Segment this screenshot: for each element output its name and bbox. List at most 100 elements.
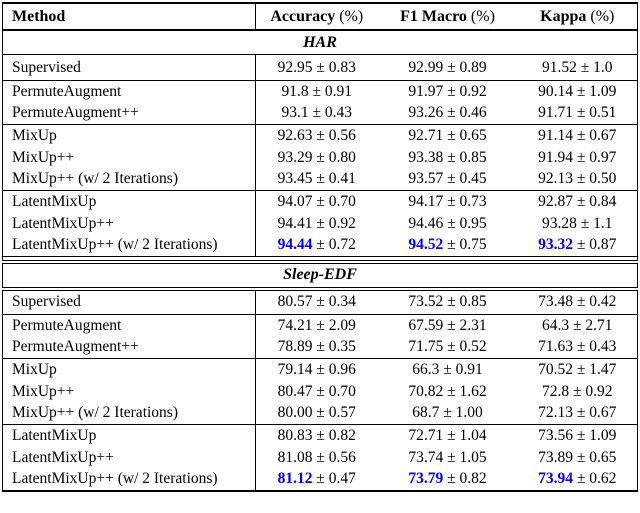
metric-cell-f1-macro: 92.71 ± 0.65 [378,125,518,147]
table-row: PermuteAugment++ 93.1 ± 0.43 93.26 ± 0.46 9… [2,102,638,125]
column-header-kappa: Kappa (%) [518,3,638,30]
metric-stddev: ± 0.85 [443,148,487,166]
metric-cell-accuracy: 80.47 ± 0.70 [256,381,378,403]
metric-stddev: ± 0.67 [572,404,617,422]
section-sleep-edf: Sleep-EDF [2,261,638,289]
metric-stddev: ± 0.75 [443,236,487,254]
metric-cell-f1-macro: 94.46 ± 0.95 [378,213,518,235]
metric-value: 92.99 [408,58,444,76]
metric-cell-accuracy: 80.00 ± 0.57 [256,403,378,425]
metric-stddev: ± 0.91 [439,360,483,378]
metric-value: 73.52 [408,293,444,311]
metric-value: 91.71 [538,104,573,122]
metric-stddev: ± 2.09 [312,316,356,334]
method-cell-mixup: MixUp [2,358,256,381]
metric-value: 94.41 [277,214,313,232]
metric-value: 72.71 [408,426,444,444]
method-cell-latentmixup: LatentMixUp [2,190,256,213]
table-row: MixUp 92.63 ± 0.56 92.71 ± 0.65 91.14 ± 0.6… [2,124,638,147]
metric-stddev: ± 0.73 [443,192,487,210]
metric-stddev: ± 0.50 [572,170,617,188]
metric-stddev: ± 0.91 [308,82,352,100]
table-row: LatentMixUp++ 94.41 ± 0.92 94.46 ± 0.95 93.… [2,212,638,235]
table-row: LatentMixUp++ (w/ 2 Iterations) 81.12 ± 0… [2,468,638,491]
metric-value: 92.95 [277,58,313,76]
metric-stddev: ± 0.56 [312,126,356,144]
metric-value: 93.1 [281,104,309,122]
metric-value: 93.45 [277,170,313,188]
metric-value-best: 81.12 [277,470,313,487]
metric-cell-f1-macro: 73.79 ± 0.82 [378,469,518,491]
metric-cell-kappa: 73.94 ± 0.62 [518,469,638,491]
metric-value: 70.52 [538,360,573,378]
metric-stddev: ± 2.31 [443,316,487,334]
method-cell-mixup: MixUp++ [2,380,256,403]
metric-stddev: ± 0.41 [312,170,356,188]
metric-cell-f1-macro: 94.52 ± 0.75 [378,235,518,257]
metric-stddev: ± 0.82 [312,426,356,444]
metric-stddev: ± 0.51 [572,104,617,122]
metric-cell-accuracy: 81.12 ± 0.47 [256,469,378,491]
method-group: LatentMixUp 80.83 ± 0.82 72.71 ± 1.04 73.56… [2,424,638,491]
method-cell-latentmixup: LatentMixUp++ [2,446,256,469]
metric-cell-kappa: 72.13 ± 0.67 [518,403,638,425]
method-group: MixUp 79.14 ± 0.96 66.3 ± 0.91 70.52 ± 1.47… [2,358,638,425]
method-cell-permuteaugment: PermuteAugment++ [2,336,256,359]
metric-value: 79.14 [277,360,313,378]
metric-cell-accuracy: 93.45 ± 0.41 [256,169,378,191]
metric-value: 80.57 [277,293,313,311]
metric-stddev: ± 0.96 [312,360,356,378]
metric-cell-accuracy: 80.83 ± 0.82 [256,425,378,447]
metric-value: 92.63 [277,126,313,144]
table-row: MixUp++ (w/ 2 Iterations) 80.00 ± 0.57 68.… [2,402,638,425]
metric-stddev: ± 1.00 [439,404,483,422]
metric-stddev: ± 0.46 [443,104,487,122]
metric-value: 92.13 [538,170,573,188]
metric-cell-kappa: 72.8 ± 0.92 [518,381,638,403]
section-title-har: HAR [303,33,337,51]
metric-stddev: ± 0.70 [312,382,356,400]
section-title-row: Sleep-EDF [3,262,638,289]
metric-cell-f1-macro: 71.75 ± 0.52 [378,337,518,359]
metric-value: 94.07 [277,192,313,210]
metric-stddev: ± 2.71 [569,316,613,334]
metric-stddev: ± 0.45 [443,170,487,188]
metric-stddev: ± 0.83 [312,58,356,76]
metric-cell-kappa: 93.28 ± 1.1 [518,213,638,235]
metric-cell-accuracy: 79.14 ± 0.96 [256,359,378,381]
metric-value-best: 73.94 [538,470,573,487]
metric-cell-f1-macro: 93.38 ± 0.85 [378,147,518,169]
method-group: PermuteAugment 74.21 ± 2.09 67.59 ± 2.31 64… [2,314,638,359]
method-cell-supervised: Supervised [2,54,256,81]
metric-stddev: ± 0.97 [572,148,617,166]
metric-value: 91.52 [541,58,577,76]
metric-stddev: ± 0.85 [443,293,487,311]
metric-cell-kappa: 90.14 ± 1.09 [518,81,638,103]
section-har: HAR [2,30,638,55]
metric-stddev: ± 0.92 [312,214,356,232]
metric-stddev: ± 0.72 [312,236,356,254]
column-header-accuracy-unit: (%) [339,7,364,25]
metric-stddev: ± 0.47 [312,470,356,487]
metric-value: 70.82 [408,382,444,400]
table-row: MixUp 79.14 ± 0.96 66.3 ± 0.91 70.52 ± 1.47 [2,358,638,381]
metric-value: 80.83 [277,426,313,444]
metric-stddev: ± 0.92 [569,382,613,400]
metric-value: 93.28 [541,214,577,232]
metric-stddev: ± 1.05 [443,448,487,466]
table-row: PermuteAugment 74.21 ± 2.09 67.59 ± 2.31 64… [2,314,638,337]
metric-cell-kappa: 73.89 ± 0.65 [518,447,638,469]
metric-value: 74.21 [277,316,313,334]
column-header-f1-macro-unit: (%) [470,7,495,25]
table-row: LatentMixUp 80.83 ± 0.82 72.71 ± 1.04 73.56… [2,424,638,447]
metric-stddev: ± 0.95 [443,214,487,232]
method-group: PermuteAugment 91.8 ± 0.91 91.97 ± 0.92 90.… [2,80,638,125]
metric-cell-f1-macro: 91.97 ± 0.92 [378,81,518,103]
metric-cell-accuracy: 94.41 ± 0.92 [256,213,378,235]
section-title-row: HAR [3,30,638,55]
metric-value-best: 94.52 [408,236,444,254]
metric-value: 93.57 [408,170,444,188]
metric-stddev: ± 1.04 [443,426,487,444]
method-cell-latentmixup-w-2-iterations: LatentMixUp++ (w/ 2 Iterations) [2,234,256,257]
metric-cell-accuracy: 94.07 ± 0.70 [256,191,378,213]
